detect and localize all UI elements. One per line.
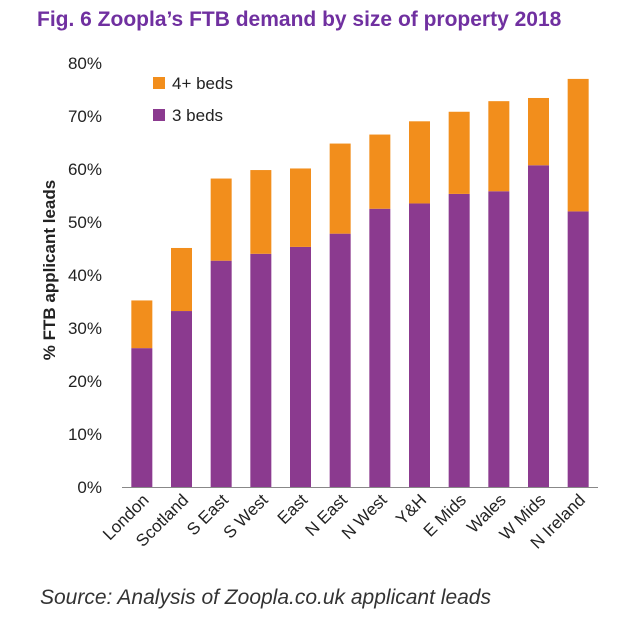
x-tick-label: E Mids — [420, 490, 470, 540]
bar-3-beds — [448, 193, 470, 487]
y-tick-label: 60% — [68, 160, 102, 179]
bar-4plus-beds — [171, 247, 192, 312]
bar-4plus-beds — [131, 300, 153, 349]
legend-swatch — [153, 77, 165, 89]
bar-4plus-beds — [409, 121, 430, 204]
y-tick-label: 30% — [68, 319, 102, 338]
chart-title: Fig. 6 Zoopla’s FTB demand by size of pr… — [37, 8, 562, 31]
bar-4plus-beds — [488, 101, 510, 192]
legend-label: 3 beds — [172, 106, 223, 125]
y-axis-label: % FTB applicant leads — [40, 180, 59, 360]
x-tick-label: N West — [338, 490, 391, 543]
y-tick-label: 0% — [77, 478, 102, 497]
bar-3-beds — [171, 311, 192, 487]
bar-3-beds — [369, 208, 391, 487]
bar-4plus-beds — [290, 168, 311, 247]
bar-3-beds — [250, 253, 272, 487]
bar-4plus-beds — [329, 143, 351, 234]
y-tick-label: 80% — [68, 54, 102, 73]
bar-3-beds — [409, 203, 430, 487]
bar-3-beds — [488, 191, 510, 487]
bar-3-beds — [329, 233, 351, 487]
legend-label: 4+ beds — [172, 74, 233, 93]
bar-3-beds — [567, 211, 589, 487]
bar-4plus-beds — [210, 178, 232, 261]
y-axis: 0% 10% 20% 30% 40% 50% 60% 70% 80% — [68, 54, 102, 497]
bar-3-beds — [131, 348, 153, 487]
bar-4plus-beds — [369, 134, 391, 209]
bar-3-beds — [290, 246, 311, 487]
bar-3-beds — [210, 260, 232, 487]
x-tick-label: S West — [220, 490, 272, 542]
bar-4plus-beds — [528, 97, 549, 166]
bar-4plus-beds — [567, 78, 589, 212]
bar-4plus-beds — [250, 170, 272, 254]
source-note: Source: Analysis of Zoopla.co.uk applica… — [40, 586, 491, 609]
y-tick-label: 20% — [68, 372, 102, 391]
bar-4plus-beds — [448, 111, 470, 194]
y-tick-label: 50% — [68, 213, 102, 232]
legend-swatch — [153, 109, 165, 121]
legend: 4+ beds 3 beds — [153, 74, 233, 125]
y-tick-label: 10% — [68, 425, 102, 444]
bars — [131, 78, 589, 488]
y-tick-label: 70% — [68, 107, 102, 126]
bar-3-beds — [528, 165, 549, 488]
y-tick-label: 40% — [68, 266, 102, 285]
